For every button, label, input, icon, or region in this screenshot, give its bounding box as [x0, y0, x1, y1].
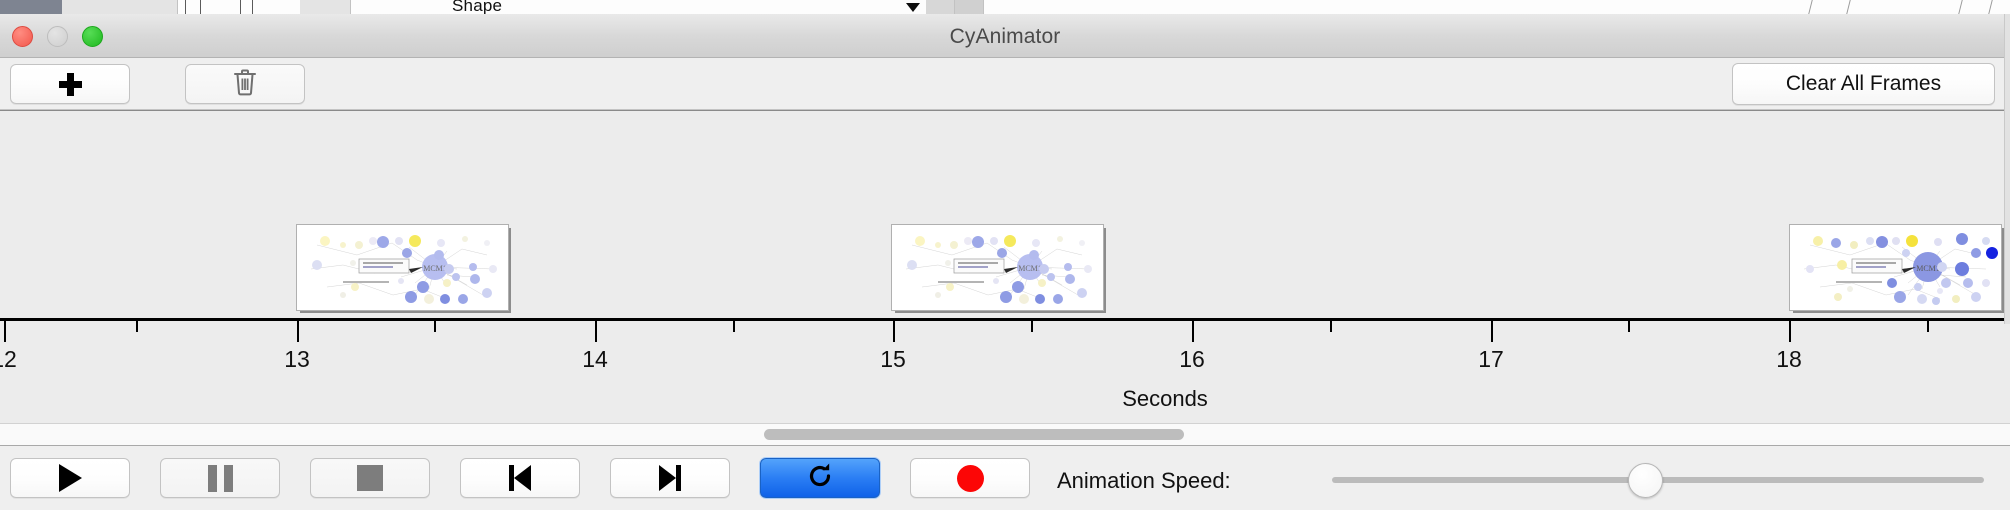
background-window-strip: Shape	[0, 0, 2010, 15]
axis-label-12: 12	[0, 346, 17, 372]
axis-line	[0, 318, 2010, 321]
background-tick	[185, 0, 186, 14]
animation-speed-label: Animation Speed:	[1057, 468, 1231, 493]
svg-text:MCM1: MCM1	[1018, 264, 1042, 273]
timeline-axis: 12 13 14 15 16 17 18 Seconds	[0, 318, 2010, 433]
background-shape-label: Shape	[452, 0, 503, 15]
background-slant	[1988, 0, 2009, 14]
svg-text:MCM1: MCM1	[423, 264, 447, 273]
background-chip	[62, 0, 178, 14]
axis-tick-major	[297, 321, 299, 342]
background-tick	[252, 0, 253, 14]
background-slant	[1846, 0, 1867, 14]
stop-button[interactable]	[310, 458, 430, 498]
background-chip	[955, 0, 984, 14]
axis-tick-minor	[1927, 321, 1929, 332]
add-frame-button[interactable]	[10, 64, 130, 104]
axis-label-15: 15	[880, 346, 906, 372]
frame-thumbnail-1[interactable]: MCM1	[296, 224, 511, 313]
background-chip	[926, 0, 955, 14]
axis-tick-major	[1192, 321, 1194, 342]
background-slant	[1958, 0, 1979, 14]
axis-tick-major	[1491, 321, 1493, 342]
trash-icon	[232, 68, 258, 101]
window-titlebar[interactable]: CyAnimator	[0, 14, 2010, 58]
playback-controls: Animation Speed:	[0, 445, 2010, 510]
background-arrow-icon	[906, 3, 920, 12]
frame-image: MCM1	[891, 224, 1104, 311]
background-chip	[300, 0, 351, 14]
background-slant	[1808, 0, 1829, 14]
frames-toolbar: Clear All Frames	[0, 58, 2010, 110]
axis-label-16: 16	[1179, 346, 1205, 372]
loop-icon	[805, 461, 835, 496]
timeline-panel[interactable]: MCM1	[0, 110, 2010, 433]
background-tick	[240, 0, 241, 14]
window-edge-sliver	[2004, 14, 2010, 324]
window-controls	[12, 26, 103, 47]
axis-label-14: 14	[582, 346, 608, 372]
play-icon	[58, 464, 82, 492]
clear-all-frames-button[interactable]: Clear All Frames	[1732, 63, 1995, 105]
window-title: CyAnimator	[949, 25, 1061, 48]
axis-tick-major	[893, 321, 895, 342]
close-button[interactable]	[12, 26, 33, 47]
plus-icon	[58, 72, 82, 96]
play-button[interactable]	[10, 458, 130, 498]
axis-tick-minor	[733, 321, 735, 332]
frames-track[interactable]: MCM1	[0, 111, 2010, 318]
loop-button[interactable]	[760, 458, 880, 498]
background-tick	[200, 0, 201, 14]
frame-image: MCM1	[1789, 224, 2002, 311]
frame-image: MCM1	[296, 224, 509, 311]
axis-tick-minor	[1330, 321, 1332, 332]
record-button[interactable]	[910, 458, 1030, 498]
skip-end-icon	[659, 465, 681, 491]
pause-icon	[207, 464, 233, 492]
stop-icon	[357, 465, 383, 491]
skip-start-button[interactable]	[460, 458, 580, 498]
axis-tick-minor	[1031, 321, 1033, 332]
axis-title: Seconds	[1122, 386, 1208, 411]
axis-tick-major	[595, 321, 597, 342]
axis-tick-major	[1789, 321, 1791, 342]
axis-tick-minor	[1628, 321, 1630, 332]
frame-thumbnail-2[interactable]: MCM1	[891, 224, 1106, 313]
axis-tick-major	[4, 321, 6, 342]
zoom-button[interactable]	[82, 26, 103, 47]
clear-all-frames-label: Clear All Frames	[1785, 72, 1942, 95]
svg-text:MCM1: MCM1	[1916, 264, 1940, 273]
background-window-titlebar-fragment	[0, 0, 62, 14]
axis-tick-minor	[136, 321, 138, 332]
slider-thumb[interactable]	[1628, 463, 1663, 498]
skip-start-icon	[509, 465, 531, 491]
timeline-scrollbar[interactable]	[0, 423, 2010, 445]
delete-frame-button[interactable]	[185, 64, 305, 104]
record-icon	[956, 464, 984, 492]
pause-button[interactable]	[160, 458, 280, 498]
skip-end-button[interactable]	[610, 458, 730, 498]
axis-label-18: 18	[1776, 346, 1802, 372]
axis-tick-minor	[434, 321, 436, 332]
axis-label-17: 17	[1478, 346, 1504, 372]
minimize-button[interactable]	[47, 26, 68, 47]
axis-label-13: 13	[284, 346, 310, 372]
frame-thumbnail-3[interactable]: MCM1	[1789, 224, 2004, 313]
animation-speed-slider[interactable]	[1332, 463, 1984, 498]
timeline-scrollbar-thumb[interactable]	[764, 429, 1184, 440]
